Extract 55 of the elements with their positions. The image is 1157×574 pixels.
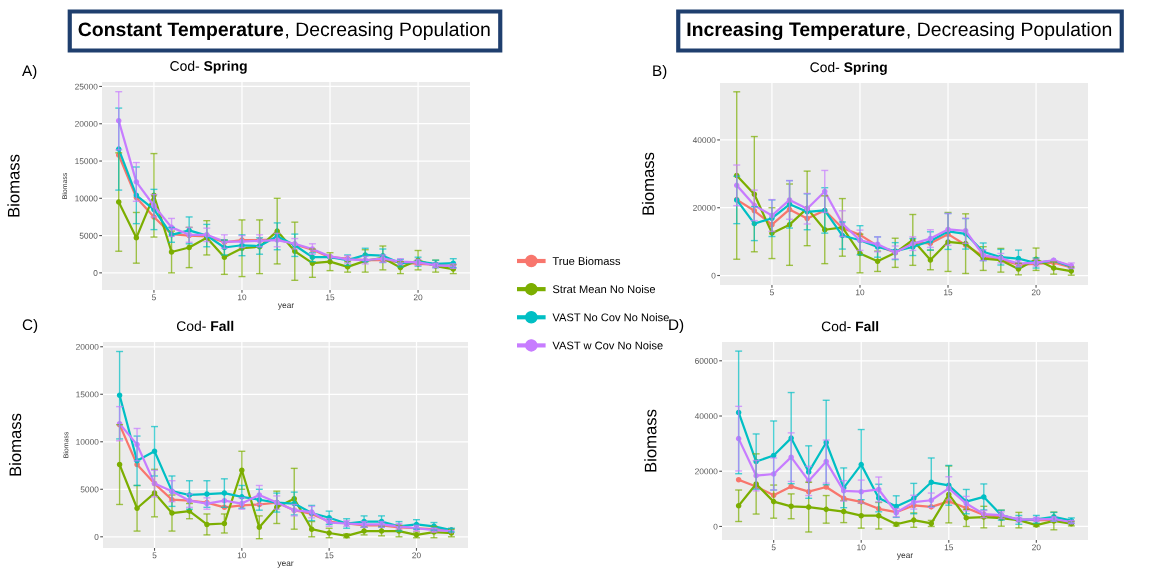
x-tick-label: 15 (944, 544, 954, 551)
x-tick-label: 5 (771, 544, 776, 551)
y-tick-label: 10000 (75, 195, 98, 202)
y-tick-label: 5000 (80, 486, 99, 493)
x-tick-label: 15 (944, 289, 953, 296)
text: D) (669, 318, 684, 334)
x-tick-label: 10 (855, 289, 865, 296)
legend-label: VAST No Cov No Noise (552, 313, 669, 322)
chart-subtitle: Cod- Spring (170, 60, 247, 74)
y-tick-label: 60000 (695, 357, 718, 364)
y-tick-label: 0 (713, 523, 718, 530)
x-tick-label: 20 (413, 294, 423, 301)
x-tick-label: 20 (412, 552, 421, 559)
text: C) (22, 318, 38, 334)
x-tick-label: 5 (151, 294, 156, 301)
chart-subtitle: Cod- Spring (810, 61, 887, 75)
chart-subtitle: Cod- Fall (176, 320, 234, 332)
text: Biomass (8, 413, 22, 476)
x-tick-label: 10 (857, 544, 866, 551)
x-tick-label: 10 (237, 552, 247, 559)
x-axis-title: year (896, 553, 913, 560)
x-tick-label: 15 (325, 552, 334, 559)
chart-subtitle: Cod- Fall (821, 321, 879, 332)
x-axis-title: year (277, 303, 294, 310)
y-tick-label: 40000 (694, 413, 718, 420)
x-axis-title: year (277, 561, 294, 568)
y-axis-title: Biomass (641, 152, 655, 215)
text: A) (22, 64, 37, 80)
y-tick-label: 20000 (695, 468, 718, 475)
text: Biomass (7, 154, 20, 217)
y-axis-title: Biomass (644, 409, 657, 472)
y-tick-label: 20000 (693, 204, 716, 211)
y-tick-label: 20000 (75, 120, 98, 127)
y-tick-label: 15000 (75, 158, 98, 165)
chart-title: Increasing Temperature, Decreasing Population (687, 21, 1112, 41)
x-tick-label: 10 (237, 294, 247, 301)
y-tick-label: 15000 (76, 391, 99, 398)
text: B) (653, 64, 667, 80)
x-tick-label: 5 (152, 552, 157, 559)
y-tick-label: 10000 (76, 438, 99, 445)
legend-label: True Biomass (552, 256, 621, 265)
y-tick-label: 0 (94, 533, 99, 540)
y-tick-label: 25000 (75, 83, 98, 90)
y-tick-label: 20000 (76, 343, 99, 350)
y-tick-label: 0 (93, 270, 98, 276)
y-tick-label: 40000 (692, 137, 716, 144)
x-tick-label: 5 (769, 289, 774, 296)
legend-label: VAST w Cov No Noise (552, 341, 663, 350)
chart-title: Constant Temperature, Decreasing Population (78, 21, 490, 41)
y-tick-label: 0 (711, 272, 716, 279)
x-tick-label: 20 (1032, 544, 1041, 551)
x-tick-label: 15 (326, 294, 335, 301)
y-tick-label: 5000 (79, 232, 98, 239)
legend-label: Strat Mean No Noise (552, 284, 656, 294)
x-tick-label: 20 (1031, 289, 1041, 296)
